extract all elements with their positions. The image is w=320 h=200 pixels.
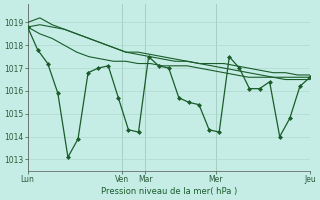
X-axis label: Pression niveau de la mer( hPa ): Pression niveau de la mer( hPa ): [101, 187, 237, 196]
